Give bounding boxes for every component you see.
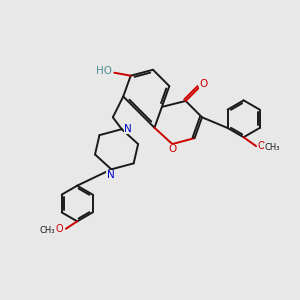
Text: O: O xyxy=(257,141,265,151)
Text: O: O xyxy=(168,144,176,154)
Text: CH₃: CH₃ xyxy=(265,143,280,152)
Text: O: O xyxy=(200,79,208,89)
Text: O: O xyxy=(56,224,63,234)
Text: HO: HO xyxy=(96,66,112,76)
Text: N: N xyxy=(124,124,132,134)
Text: CH₃: CH₃ xyxy=(40,226,55,235)
Text: N: N xyxy=(107,170,115,180)
